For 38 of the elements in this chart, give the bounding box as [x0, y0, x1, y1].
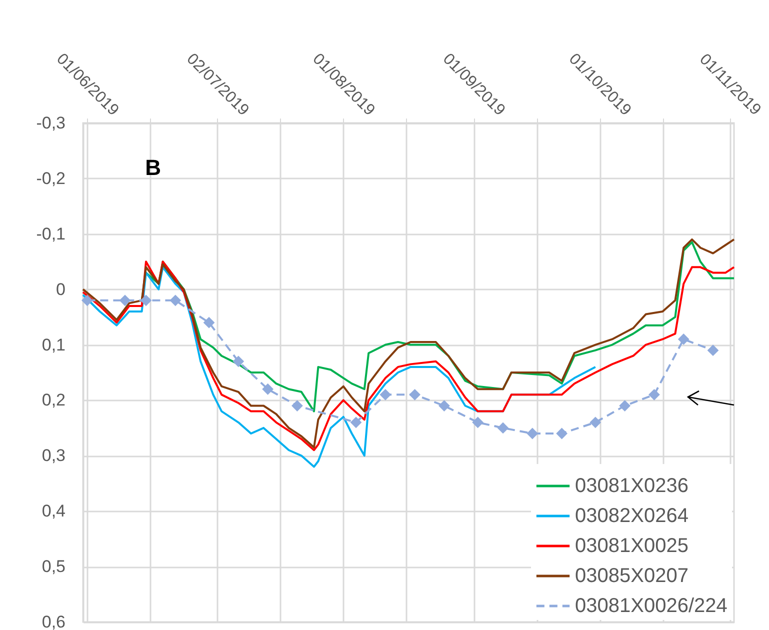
- legend-label: 03081X0236: [575, 475, 688, 497]
- y-tick-label: 0,5: [42, 557, 66, 576]
- y-tick-label: 0,2: [42, 390, 66, 410]
- y-tick-label: 0,6: [42, 612, 66, 630]
- point: [232, 356, 244, 368]
- point: [438, 400, 450, 412]
- point: [648, 388, 660, 400]
- legend-label: 03081X0025: [575, 535, 688, 557]
- legend-label: 03082X0264: [575, 505, 688, 527]
- point: [619, 400, 630, 412]
- y-tick-label: 0: [56, 280, 66, 299]
- point: [526, 428, 538, 440]
- point: [82, 294, 93, 306]
- point: [678, 334, 690, 345]
- point: [203, 316, 215, 328]
- point: [170, 294, 182, 306]
- point: [556, 428, 568, 440]
- point: [707, 344, 719, 356]
- point: [140, 294, 152, 306]
- y-tick-label: -0,2: [36, 168, 66, 188]
- y-tick-label: -0,3: [36, 114, 66, 132]
- legend-label: 03081X0026/224: [575, 595, 728, 617]
- point: [590, 416, 602, 428]
- point: [350, 416, 362, 428]
- y-tick-label: -0,1: [36, 224, 66, 244]
- y-tick-label: 0,4: [42, 502, 66, 521]
- y-tick-label: 0,3: [42, 446, 66, 466]
- legend-label: 03085X0207: [575, 565, 688, 587]
- point: [292, 400, 303, 412]
- point: [472, 416, 484, 428]
- y-tick-label: 0,1: [42, 335, 66, 354]
- point: [380, 388, 392, 400]
- point: [497, 422, 509, 434]
- annotation: B: [145, 155, 161, 180]
- line-series: [82, 266, 596, 468]
- point: [409, 388, 420, 400]
- point: [119, 294, 131, 306]
- point: [262, 383, 274, 395]
